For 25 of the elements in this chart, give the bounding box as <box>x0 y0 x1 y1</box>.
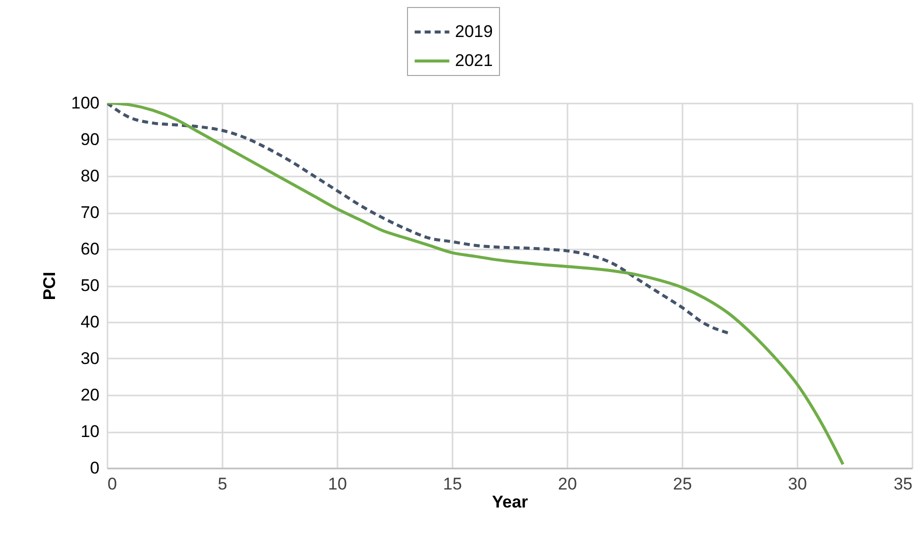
y-tick-label: 60 <box>80 240 100 258</box>
y-axis-title: PCI <box>40 272 60 300</box>
line-series <box>107 103 844 466</box>
legend-label: 2021 <box>455 51 493 70</box>
x-tick-label: 5 <box>218 474 228 494</box>
y-tick-label: 70 <box>80 203 100 222</box>
x-tick-label: 25 <box>673 474 692 494</box>
y-tick-label: 90 <box>80 130 100 149</box>
x-tick-label: 15 <box>443 474 462 494</box>
y-tick-label: 50 <box>80 276 100 295</box>
x-tick-label: 10 <box>328 474 347 494</box>
legend-label: 2019 <box>455 22 493 41</box>
y-tick-label: 40 <box>80 312 100 332</box>
y-tick-label: 30 <box>80 349 100 368</box>
line-series <box>107 103 730 334</box>
y-tick-label: 10 <box>80 422 100 441</box>
x-tick-label: 30 <box>788 474 807 494</box>
y-tick-label: 100 <box>71 94 100 112</box>
x-tick-label: 20 <box>558 474 577 494</box>
y-tick-label: 0 <box>90 458 100 478</box>
y-tick-label: 20 <box>80 386 100 404</box>
x-tick-label: 0 <box>108 474 117 494</box>
x-axis-title: Year <box>492 492 528 512</box>
y-tick-label: 80 <box>80 166 100 186</box>
x-tick-label: 35 <box>894 474 912 494</box>
